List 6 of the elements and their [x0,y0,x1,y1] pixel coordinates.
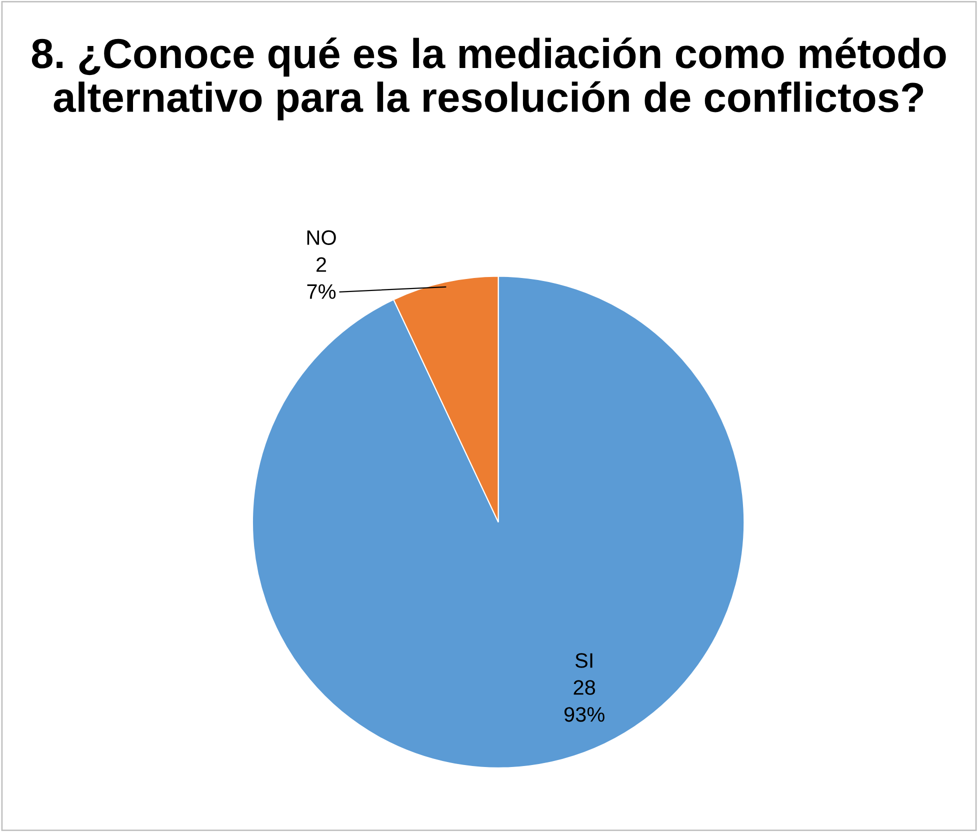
data-label: 28 93% [564,680,604,722]
data-label: 2 7% [307,257,336,299]
slice-label: SI [575,653,592,668]
pie-slice [252,276,745,768]
chart-title: 8. ¿Conoce qué es la mediación como método alternativo para la resolución de conflictos? [32,37,946,120]
slice-label: NO [307,230,336,246]
